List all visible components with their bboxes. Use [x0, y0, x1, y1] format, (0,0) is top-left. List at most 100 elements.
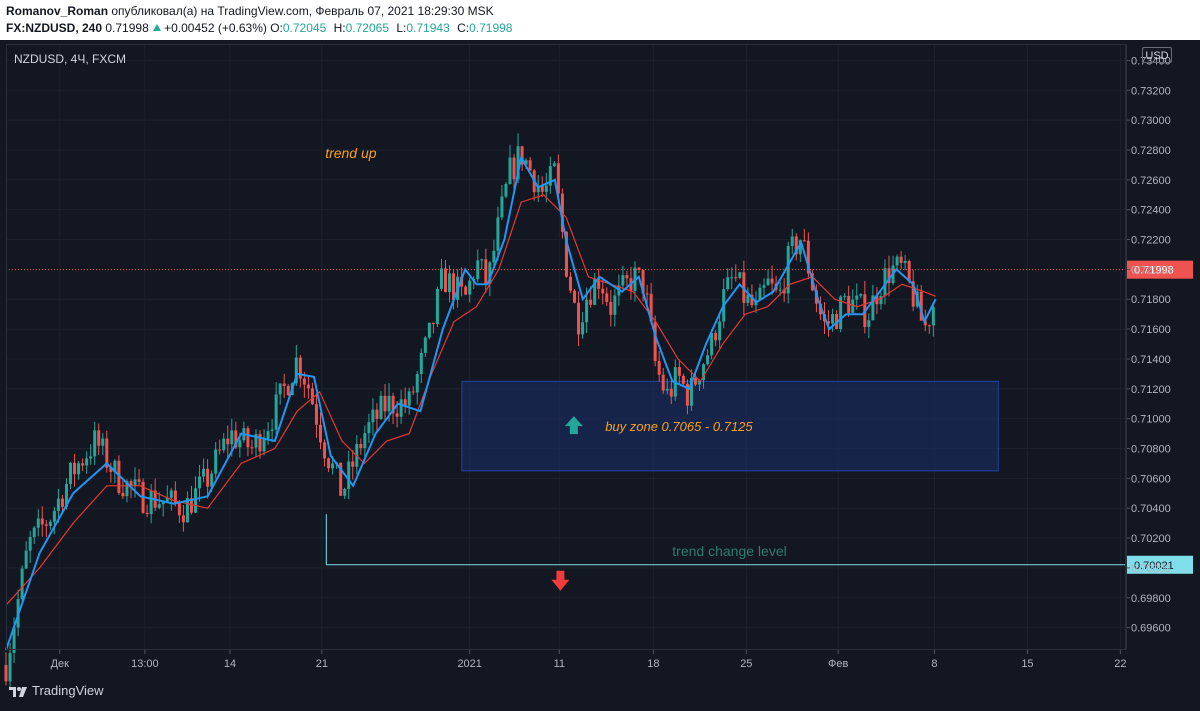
candle-body	[702, 364, 706, 381]
candle-body	[609, 301, 613, 315]
price-tick-label: 0.70800	[1131, 443, 1171, 455]
time-tick-label: 14	[224, 658, 236, 670]
currency-button[interactable]: USD	[1142, 47, 1172, 63]
last-price-tag-label: 0.71998	[1134, 265, 1174, 277]
candle-body	[827, 321, 831, 324]
candle-body	[302, 378, 306, 385]
high-label: H:	[333, 21, 346, 35]
time-axis: Дек 13:00 14 21 2021 11 18 25 Фев 8 15 22	[51, 650, 1127, 670]
candle-body	[625, 275, 629, 279]
candle-body	[665, 388, 669, 391]
candle-body	[234, 430, 238, 448]
candle-body	[512, 157, 516, 180]
open-label: O:	[270, 21, 283, 35]
candle-body	[93, 430, 97, 457]
candle-body	[637, 267, 641, 270]
close-value: 0.71998	[469, 21, 513, 35]
up-arrow-icon	[564, 416, 583, 435]
candle-body	[601, 288, 605, 294]
candle-body	[439, 268, 443, 289]
candle-body	[56, 498, 60, 511]
candle-body	[282, 383, 286, 386]
candle-body	[794, 236, 798, 255]
candle-body	[867, 320, 871, 327]
candle-body	[177, 502, 181, 516]
candle-body	[286, 385, 290, 396]
candle-body	[681, 375, 685, 384]
chart-frame	[0, 41, 1200, 711]
candle-body	[895, 256, 899, 266]
candle-body	[125, 481, 129, 497]
candle-body	[427, 322, 431, 338]
price-tick-label: 0.73200	[1131, 85, 1171, 97]
candle-body	[81, 463, 85, 466]
candle-body	[669, 388, 673, 397]
price-tick-label: 0.71400	[1131, 354, 1171, 366]
candle-body	[883, 268, 887, 297]
chart-legend-symbol[interactable]: NZDUSD, 4Ч, FXCM	[14, 52, 127, 66]
price-axis-divider	[1126, 44, 1127, 650]
candle-body	[556, 163, 560, 194]
price-tick-label: 0.72600	[1131, 175, 1171, 187]
candle-body	[927, 325, 931, 327]
candle-body	[133, 479, 137, 486]
candle-body	[577, 302, 581, 335]
candle-body	[383, 395, 387, 412]
candle-body	[919, 291, 923, 321]
candle-body	[371, 409, 375, 423]
candle-body	[492, 250, 496, 263]
candle-body	[210, 473, 214, 487]
candle-body	[359, 443, 363, 449]
candle-body	[117, 460, 121, 493]
candle-body	[693, 377, 697, 385]
trend-up-label: trend up	[325, 145, 377, 161]
candle-body	[899, 256, 903, 263]
low-value: 0.71943	[406, 21, 450, 35]
candle-body	[202, 468, 206, 477]
candle-body	[218, 449, 222, 451]
candle-body	[661, 374, 665, 391]
candle-body	[395, 413, 399, 417]
tradingview-logo[interactable]: TradingView	[8, 683, 104, 698]
brand-label: TradingView	[32, 683, 104, 698]
candle-body	[855, 295, 859, 300]
price-tick-label: 0.72400	[1131, 205, 1171, 217]
candle-body	[548, 166, 552, 186]
candle-body	[706, 355, 710, 365]
candle-body	[222, 438, 226, 451]
open-value: 0.72045	[282, 21, 327, 35]
candle-body	[685, 383, 689, 406]
candle-body	[762, 285, 766, 288]
candle-body	[214, 449, 218, 474]
candle-body	[508, 157, 512, 184]
candle-body	[653, 321, 657, 362]
candle-body	[443, 268, 447, 293]
author-name[interactable]: Romanov_Roman	[6, 4, 109, 18]
candle-body	[399, 399, 403, 417]
candle-body	[641, 269, 645, 294]
candle-body	[157, 504, 161, 508]
candle-body	[129, 481, 133, 486]
symbol-full: FX:NZDUSD, 240	[6, 21, 103, 35]
price-tick-label: 0.71800	[1131, 294, 1171, 306]
candle-body	[536, 185, 540, 193]
candle-body	[238, 440, 242, 448]
price-tick-label: 0.69600	[1131, 623, 1171, 635]
candle-body	[645, 293, 649, 295]
candle-body	[730, 277, 734, 279]
candle-body	[887, 268, 891, 284]
candle-body	[859, 294, 863, 296]
candle-body	[718, 321, 722, 341]
candle-body	[262, 438, 266, 452]
candle-body	[363, 433, 367, 449]
high-value: 0.72065	[345, 21, 389, 35]
time-tick-label: 15	[1021, 658, 1033, 670]
candle-body	[4, 664, 8, 682]
candle-body	[520, 146, 524, 165]
price-tick-label: 0.69800	[1131, 593, 1171, 605]
candle-body	[314, 404, 318, 425]
price-tick-label: 0.70000	[1131, 563, 1171, 575]
candle-body	[766, 278, 770, 286]
candle-body	[573, 290, 577, 303]
